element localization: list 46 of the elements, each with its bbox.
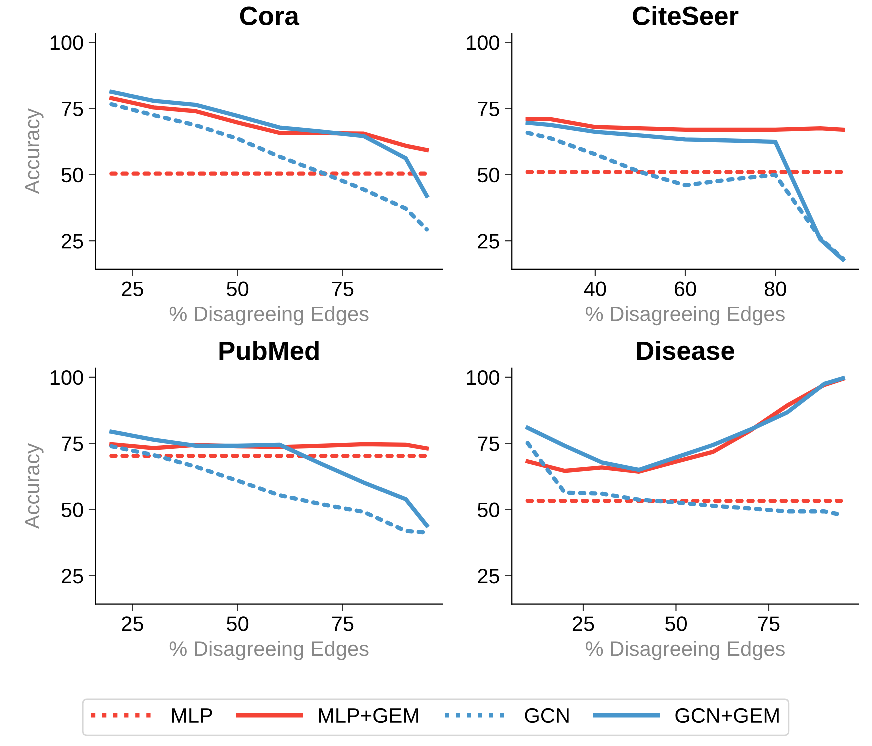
line-series <box>526 117 846 132</box>
chart-title: PubMed <box>220 340 319 360</box>
legend-label: MLP+GEM <box>319 708 418 724</box>
x-tick-label: 75 <box>332 282 354 296</box>
y-tick-label: 100 <box>50 370 84 386</box>
y-tick-label: 75 <box>478 436 500 452</box>
legend-label: GCN+GEM <box>676 708 779 724</box>
x-axis-title: % Disagreeing Edges <box>586 306 785 326</box>
y-tick-label: 25 <box>62 568 84 584</box>
y-tick-label: 25 <box>62 234 84 249</box>
y-tick-label: 50 <box>478 502 500 518</box>
x-tick-label: 40 <box>584 282 606 296</box>
legend-label: GCN <box>525 708 569 724</box>
y-tick-label: 75 <box>62 102 84 116</box>
chart-title: CiteSeer <box>633 6 739 26</box>
line-series <box>110 90 430 198</box>
y-tick-label: 75 <box>478 102 500 116</box>
x-axis-title: % Disagreeing Edges <box>170 306 369 326</box>
y-tick-label: 75 <box>62 436 84 452</box>
x-tick-label: 25 <box>122 282 144 296</box>
y-tick-label: 50 <box>478 168 500 183</box>
x-tick-label: 50 <box>227 282 249 296</box>
y-tick-label: 50 <box>62 168 84 183</box>
y-axis-title: Accuracy <box>25 108 44 194</box>
y-tick-label: 25 <box>478 234 500 249</box>
y-tick-label: 25 <box>478 568 500 584</box>
x-axis-title: % Disagreeing Edges <box>586 641 785 660</box>
y-tick-label: 100 <box>467 370 500 386</box>
line-series <box>110 102 430 232</box>
chart-title: Cora <box>240 6 300 26</box>
y-tick-label: 50 <box>62 502 84 518</box>
y-axis-title: Accuracy <box>25 444 44 530</box>
line-series <box>110 430 430 528</box>
y-tick-label: 100 <box>50 36 84 50</box>
legend-label: MLP <box>172 708 212 723</box>
x-tick-label: 50 <box>227 616 249 632</box>
x-tick-label: 75 <box>332 616 354 632</box>
x-tick-label: 50 <box>665 616 688 632</box>
y-tick-label: 100 <box>467 36 500 50</box>
chart-title: Disease <box>637 340 734 360</box>
x-tick-label: 75 <box>758 616 780 632</box>
x-tick-label: 80 <box>764 282 786 296</box>
x-tick-label: 60 <box>674 282 696 296</box>
x-tick-label: 25 <box>122 616 144 632</box>
x-tick-label: 25 <box>572 616 594 632</box>
x-axis-title: % Disagreeing Edges <box>170 641 369 660</box>
